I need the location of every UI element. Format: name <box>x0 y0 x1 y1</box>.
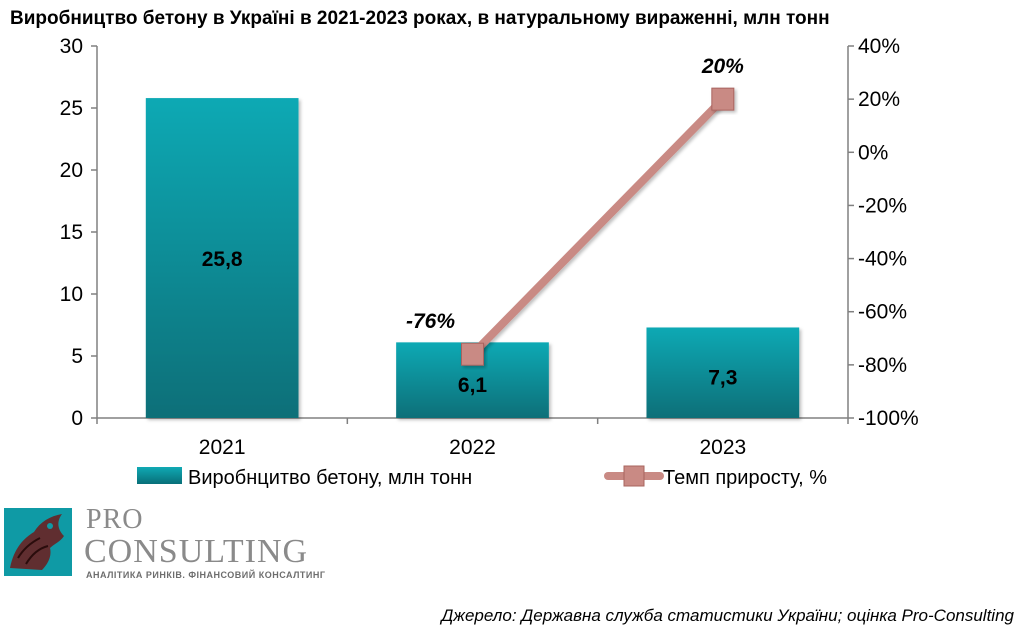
bar-value-label: 7,3 <box>708 367 737 390</box>
rate-marker-2022 <box>461 342 484 366</box>
legend-swatch-bar <box>137 467 182 484</box>
y-right-tick-label: -20% <box>858 194 907 217</box>
legend-label-bar: Виробнцитво бетону, млн тонн <box>188 467 472 489</box>
bar-2021 <box>145 98 299 418</box>
y-left-tick-label: 15 <box>60 221 83 244</box>
logo-consulting-text: CONSULTING <box>84 533 309 570</box>
y-right-tick-label: -60% <box>858 301 907 324</box>
y-right-tick-label: 0% <box>858 141 888 164</box>
chart-title: Виробництво бетону в Україні в 2021-2023… <box>10 8 830 29</box>
pro-consulting-logo: PRO CONSULTING АНАЛІТИКА РИНКІВ. ФІНАНСО… <box>4 504 334 580</box>
x-tick-label: 2022 <box>449 436 496 459</box>
source-note: Джерело: Державна служба статистики Укра… <box>441 606 1014 625</box>
y-left-tick-label: 10 <box>60 283 83 306</box>
y-right-tick-label: 20% <box>858 88 900 111</box>
y-right-tick-label: -40% <box>858 248 907 271</box>
y-left-tick-label: 20 <box>60 159 83 182</box>
y-right-tick-label: -100% <box>858 407 919 430</box>
chart: 0 5 10 15 20 25 30 -100% -80% -60% -40% -20% 0% 20% 40… <box>60 35 919 489</box>
rate-value-label: 20% <box>701 55 744 78</box>
legend-swatch-marker <box>623 465 645 487</box>
bar-2023 <box>646 327 800 418</box>
logo-mark-icon <box>4 508 72 576</box>
y-left-tick-label: 25 <box>60 97 83 120</box>
rate-line <box>468 95 727 359</box>
y-right-tick-label: -80% <box>858 354 907 377</box>
x-tick-label: 2023 <box>699 436 746 459</box>
y-left-tick-label: 30 <box>60 35 83 58</box>
y-right-tick-label: 40% <box>858 35 900 58</box>
legend: Виробнцитво бетону, млн тонн Темп прирос… <box>137 465 827 489</box>
x-tick-label: 2021 <box>199 436 246 459</box>
y-left-tick-label: 5 <box>71 345 83 368</box>
logo-tagline: АНАЛІТИКА РИНКІВ. ФІНАНСОВИЙ КОНСАЛТИНГ <box>86 570 326 580</box>
rate-marker-2023 <box>711 87 735 111</box>
logo-pro-text: PRO <box>86 504 144 535</box>
y-left-tick-label: 0 <box>71 407 83 430</box>
legend-label-line: Темп приросту, % <box>663 467 827 489</box>
bar-value-label: 6,1 <box>458 374 488 397</box>
rate-value-label: -76% <box>406 310 455 333</box>
bar-value-label: 25,8 <box>202 248 243 271</box>
